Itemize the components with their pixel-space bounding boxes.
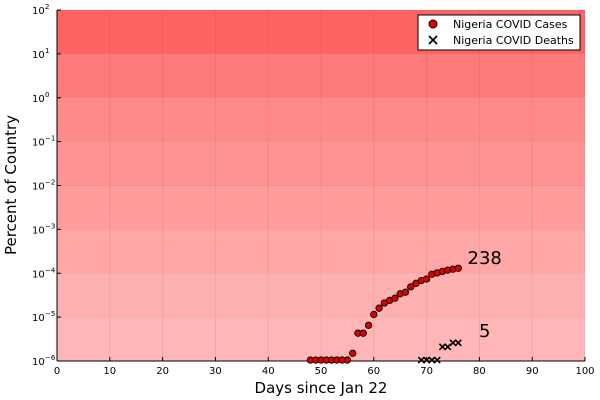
x-tick-label-2: 20 [156,366,169,377]
x-axis-label: Days since Jan 22 [255,379,388,397]
x-tick-label-8: 80 [473,366,486,377]
y-tick-exp-6: 0 [45,91,49,99]
x-tick-label-10: 100 [575,366,594,377]
y-tick-base-8: 10 [32,6,45,17]
legend-cases-marker [428,19,438,29]
y-tick-exp-4: −2 [45,179,55,187]
y-tick-label-3: 10 −3 [32,222,55,236]
cases-point-22 [422,275,431,283]
cases-point-16 [391,294,399,302]
x-tick-label-7: 70 [420,366,433,377]
annotation-0: 238 [468,248,502,269]
deaths-point-5 [444,343,452,351]
y-tick-exp-8: 2 [45,3,49,11]
y-tick-exp-3: −3 [45,222,55,230]
series-cases [306,264,462,364]
deaths-point-6 [449,339,457,347]
legend-deaths-marker [428,35,438,45]
legend-cases-label: Nigeria COVID Cases [453,18,568,31]
cases-point-8 [349,349,357,357]
background-band-2 [57,229,585,274]
legend-deaths-label: Nigeria COVID Deaths [453,34,574,47]
y-tick-label-1: 10 −5 [32,310,55,324]
y-tick-exp-1: −5 [45,310,55,318]
deaths-point-0 [417,356,425,364]
y-tick-label-8: 10 2 [32,3,49,17]
x-tick-label-1: 10 [103,366,116,377]
y-tick-base-0: 10 [32,357,45,368]
cases-point-19 [407,283,415,291]
cases-point-7 [343,356,352,364]
x-tick-label-9: 90 [526,366,539,377]
x-axis-ticks: 0 10 20 30 40 50 60 70 80 90 100 [54,357,595,377]
y-tick-label-6: 10 0 [32,91,49,105]
background-band-6 [57,53,585,98]
background-band-0 [57,317,585,361]
y-tick-exp-0: −6 [45,354,56,362]
x-tick-label-6: 60 [367,366,380,377]
y-tick-label-7: 10 1 [32,47,49,61]
deaths-point-3 [433,356,441,364]
background-band-5 [57,97,585,142]
x-tick-label-4: 40 [262,366,275,377]
background-band-4 [57,141,585,186]
y-tick-label-2: 10 −4 [32,266,56,280]
y-tick-exp-5: −1 [45,135,55,143]
y-tick-base-5: 10 [32,138,45,149]
y-tick-label-4: 10 −2 [32,179,55,193]
background-bands [57,10,585,361]
x-tick-label-0: 0 [54,366,60,377]
y-tick-base-3: 10 [32,225,45,236]
cases-point-13 [375,304,383,312]
legend: Nigeria COVID Cases Nigeria COVID Deaths [417,14,581,51]
series-deaths [417,339,462,364]
y-tick-base-6: 10 [32,94,45,105]
deaths-point-7 [454,339,462,347]
y-axis-label: Percent of Country [2,115,20,255]
annotations: 238 5 [468,248,502,342]
y-tick-base-4: 10 [32,182,45,193]
legend-box [417,14,581,51]
x-tick-label-3: 30 [209,366,222,377]
cases-point-18 [401,288,410,296]
y-tick-exp-2: −4 [45,266,56,274]
y-tick-label-0: 10 −6 [32,354,56,368]
annotation-1: 5 [479,321,490,342]
y-tick-exp-7: 1 [45,47,49,55]
cases-point-11 [364,321,373,329]
y-tick-base-7: 10 [32,50,45,61]
cases-point-12 [370,310,378,319]
deaths-point-4 [438,343,447,351]
background-band-1 [57,273,585,318]
background-band-3 [57,185,585,230]
deaths-point-1 [423,356,431,364]
y-tick-label-5: 10 −1 [32,135,55,149]
cases-point-10 [359,329,367,337]
x-tick-label-5: 50 [315,366,328,377]
y-tick-base-2: 10 [32,269,45,280]
y-tick-base-1: 10 [32,313,45,324]
cases-point-28 [454,264,462,272]
deaths-point-2 [428,356,436,364]
